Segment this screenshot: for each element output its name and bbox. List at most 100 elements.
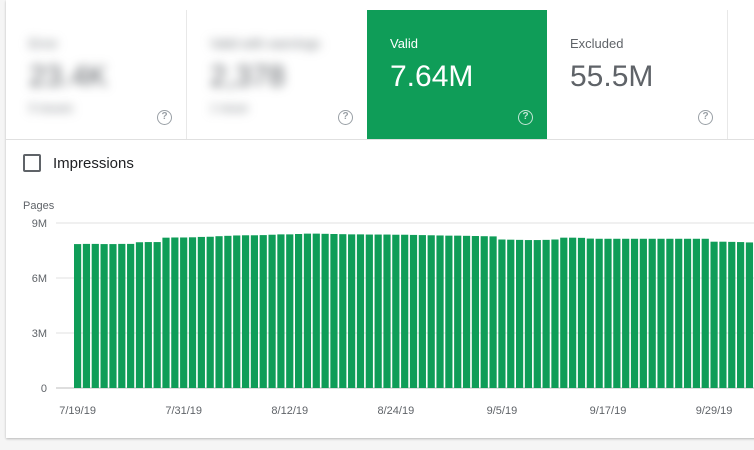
bar[interactable] — [250, 235, 258, 388]
bar[interactable] — [153, 242, 161, 388]
bar[interactable] — [436, 235, 444, 388]
bar[interactable] — [701, 238, 709, 388]
bar[interactable] — [551, 239, 559, 389]
tile-valid-value: 7.64M — [390, 60, 474, 93]
bar[interactable] — [392, 234, 400, 388]
bar[interactable] — [630, 238, 639, 388]
help-icon[interactable]: ? — [157, 110, 172, 125]
bar[interactable] — [471, 236, 479, 388]
bar[interactable] — [188, 237, 197, 388]
x-tick-label: 9/5/19 — [487, 405, 518, 417]
bar[interactable] — [277, 234, 285, 388]
tile-excluded[interactable]: Excluded 55.5M ? — [547, 10, 727, 139]
bar[interactable] — [595, 238, 603, 388]
bar[interactable] — [383, 234, 391, 388]
bar[interactable] — [286, 234, 294, 388]
tile-error-value: 23.4K — [29, 60, 108, 93]
help-icon[interactable]: ? — [518, 110, 533, 125]
bar[interactable] — [303, 233, 312, 388]
bar[interactable] — [710, 241, 718, 388]
impressions-checkbox[interactable] — [23, 154, 41, 172]
bar[interactable] — [560, 237, 568, 388]
bar[interactable] — [339, 234, 347, 388]
bar[interactable] — [622, 238, 630, 388]
pages-bar-chart: Pages 0 3M 6M 9M 7/19/19 7/31/19 8/12/19 8/24/… — [23, 200, 754, 417]
bar[interactable] — [259, 235, 267, 388]
bar[interactable] — [516, 239, 524, 388]
tile-valid-label: Valid — [390, 36, 418, 51]
bar[interactable] — [666, 238, 674, 388]
tile-valid[interactable]: Valid 7.64M ? — [367, 10, 547, 139]
bar[interactable] — [409, 234, 418, 388]
help-icon[interactable]: ? — [698, 110, 713, 125]
bar[interactable] — [498, 239, 506, 389]
bar[interactable] — [648, 238, 656, 388]
bar[interactable] — [445, 235, 453, 388]
bar[interactable] — [745, 242, 754, 388]
y-tick-labels: 0 3M 6M 9M — [32, 218, 47, 395]
bar[interactable] — [233, 235, 241, 388]
impressions-label: Impressions — [53, 155, 134, 172]
bar[interactable] — [215, 236, 223, 388]
bar[interactable] — [82, 243, 91, 388]
bar[interactable] — [224, 235, 232, 388]
bar[interactable] — [719, 241, 727, 388]
bar[interactable] — [356, 234, 365, 388]
bar[interactable] — [454, 235, 462, 388]
bar[interactable] — [569, 237, 577, 388]
bar[interactable] — [692, 238, 700, 388]
tile-error[interactable]: Error 23.4K 5 issues ? — [6, 10, 186, 139]
tile-divider — [186, 10, 187, 139]
bar[interactable] — [330, 234, 338, 388]
bar[interactable] — [639, 238, 647, 388]
bar[interactable] — [480, 236, 488, 388]
bar[interactable] — [74, 244, 82, 388]
bar[interactable] — [109, 244, 117, 388]
bar[interactable] — [100, 244, 108, 388]
bar[interactable] — [542, 239, 550, 388]
bar[interactable] — [162, 237, 170, 388]
status-tiles: Error 23.4K 5 issues ? Valid with warnin… — [6, 10, 754, 140]
bar[interactable] — [737, 242, 745, 388]
bar[interactable] — [295, 234, 303, 388]
bar[interactable] — [91, 243, 99, 388]
tile-divider — [727, 10, 728, 139]
bar[interactable] — [657, 238, 665, 388]
bar[interactable] — [374, 234, 382, 388]
x-tick-label: 9/17/19 — [590, 405, 627, 417]
tile-error-sub: 5 issues — [29, 101, 74, 115]
bar[interactable] — [524, 240, 533, 388]
bars — [74, 233, 754, 389]
bar[interactable] — [171, 237, 179, 388]
bar[interactable] — [418, 235, 426, 388]
tile-warnings-value: 2,378 — [210, 60, 286, 93]
bar[interactable] — [577, 237, 586, 388]
bar[interactable] — [613, 238, 621, 388]
tile-valid-warnings[interactable]: Valid with warnings 2,378 1 issue ? — [187, 10, 367, 139]
bar[interactable] — [675, 238, 683, 388]
bar[interactable] — [401, 234, 409, 388]
bar[interactable] — [127, 243, 135, 388]
bar[interactable] — [683, 238, 692, 388]
bar[interactable] — [427, 235, 435, 388]
bar[interactable] — [462, 235, 471, 388]
bar[interactable] — [144, 242, 152, 388]
bar[interactable] — [118, 243, 126, 388]
bar[interactable] — [312, 233, 320, 388]
bar[interactable] — [365, 234, 373, 388]
bar[interactable] — [604, 238, 612, 388]
bar[interactable] — [241, 235, 250, 388]
bar[interactable] — [321, 233, 329, 388]
bar[interactable] — [206, 236, 214, 388]
help-icon[interactable]: ? — [338, 110, 353, 125]
bar[interactable] — [728, 241, 736, 388]
bar[interactable] — [586, 238, 594, 388]
bar[interactable] — [348, 234, 356, 388]
bar[interactable] — [507, 239, 515, 388]
bar[interactable] — [197, 236, 205, 388]
bar[interactable] — [135, 242, 144, 388]
bar[interactable] — [533, 240, 541, 388]
bar[interactable] — [489, 236, 497, 388]
bar[interactable] — [180, 237, 188, 388]
bar[interactable] — [268, 234, 276, 388]
